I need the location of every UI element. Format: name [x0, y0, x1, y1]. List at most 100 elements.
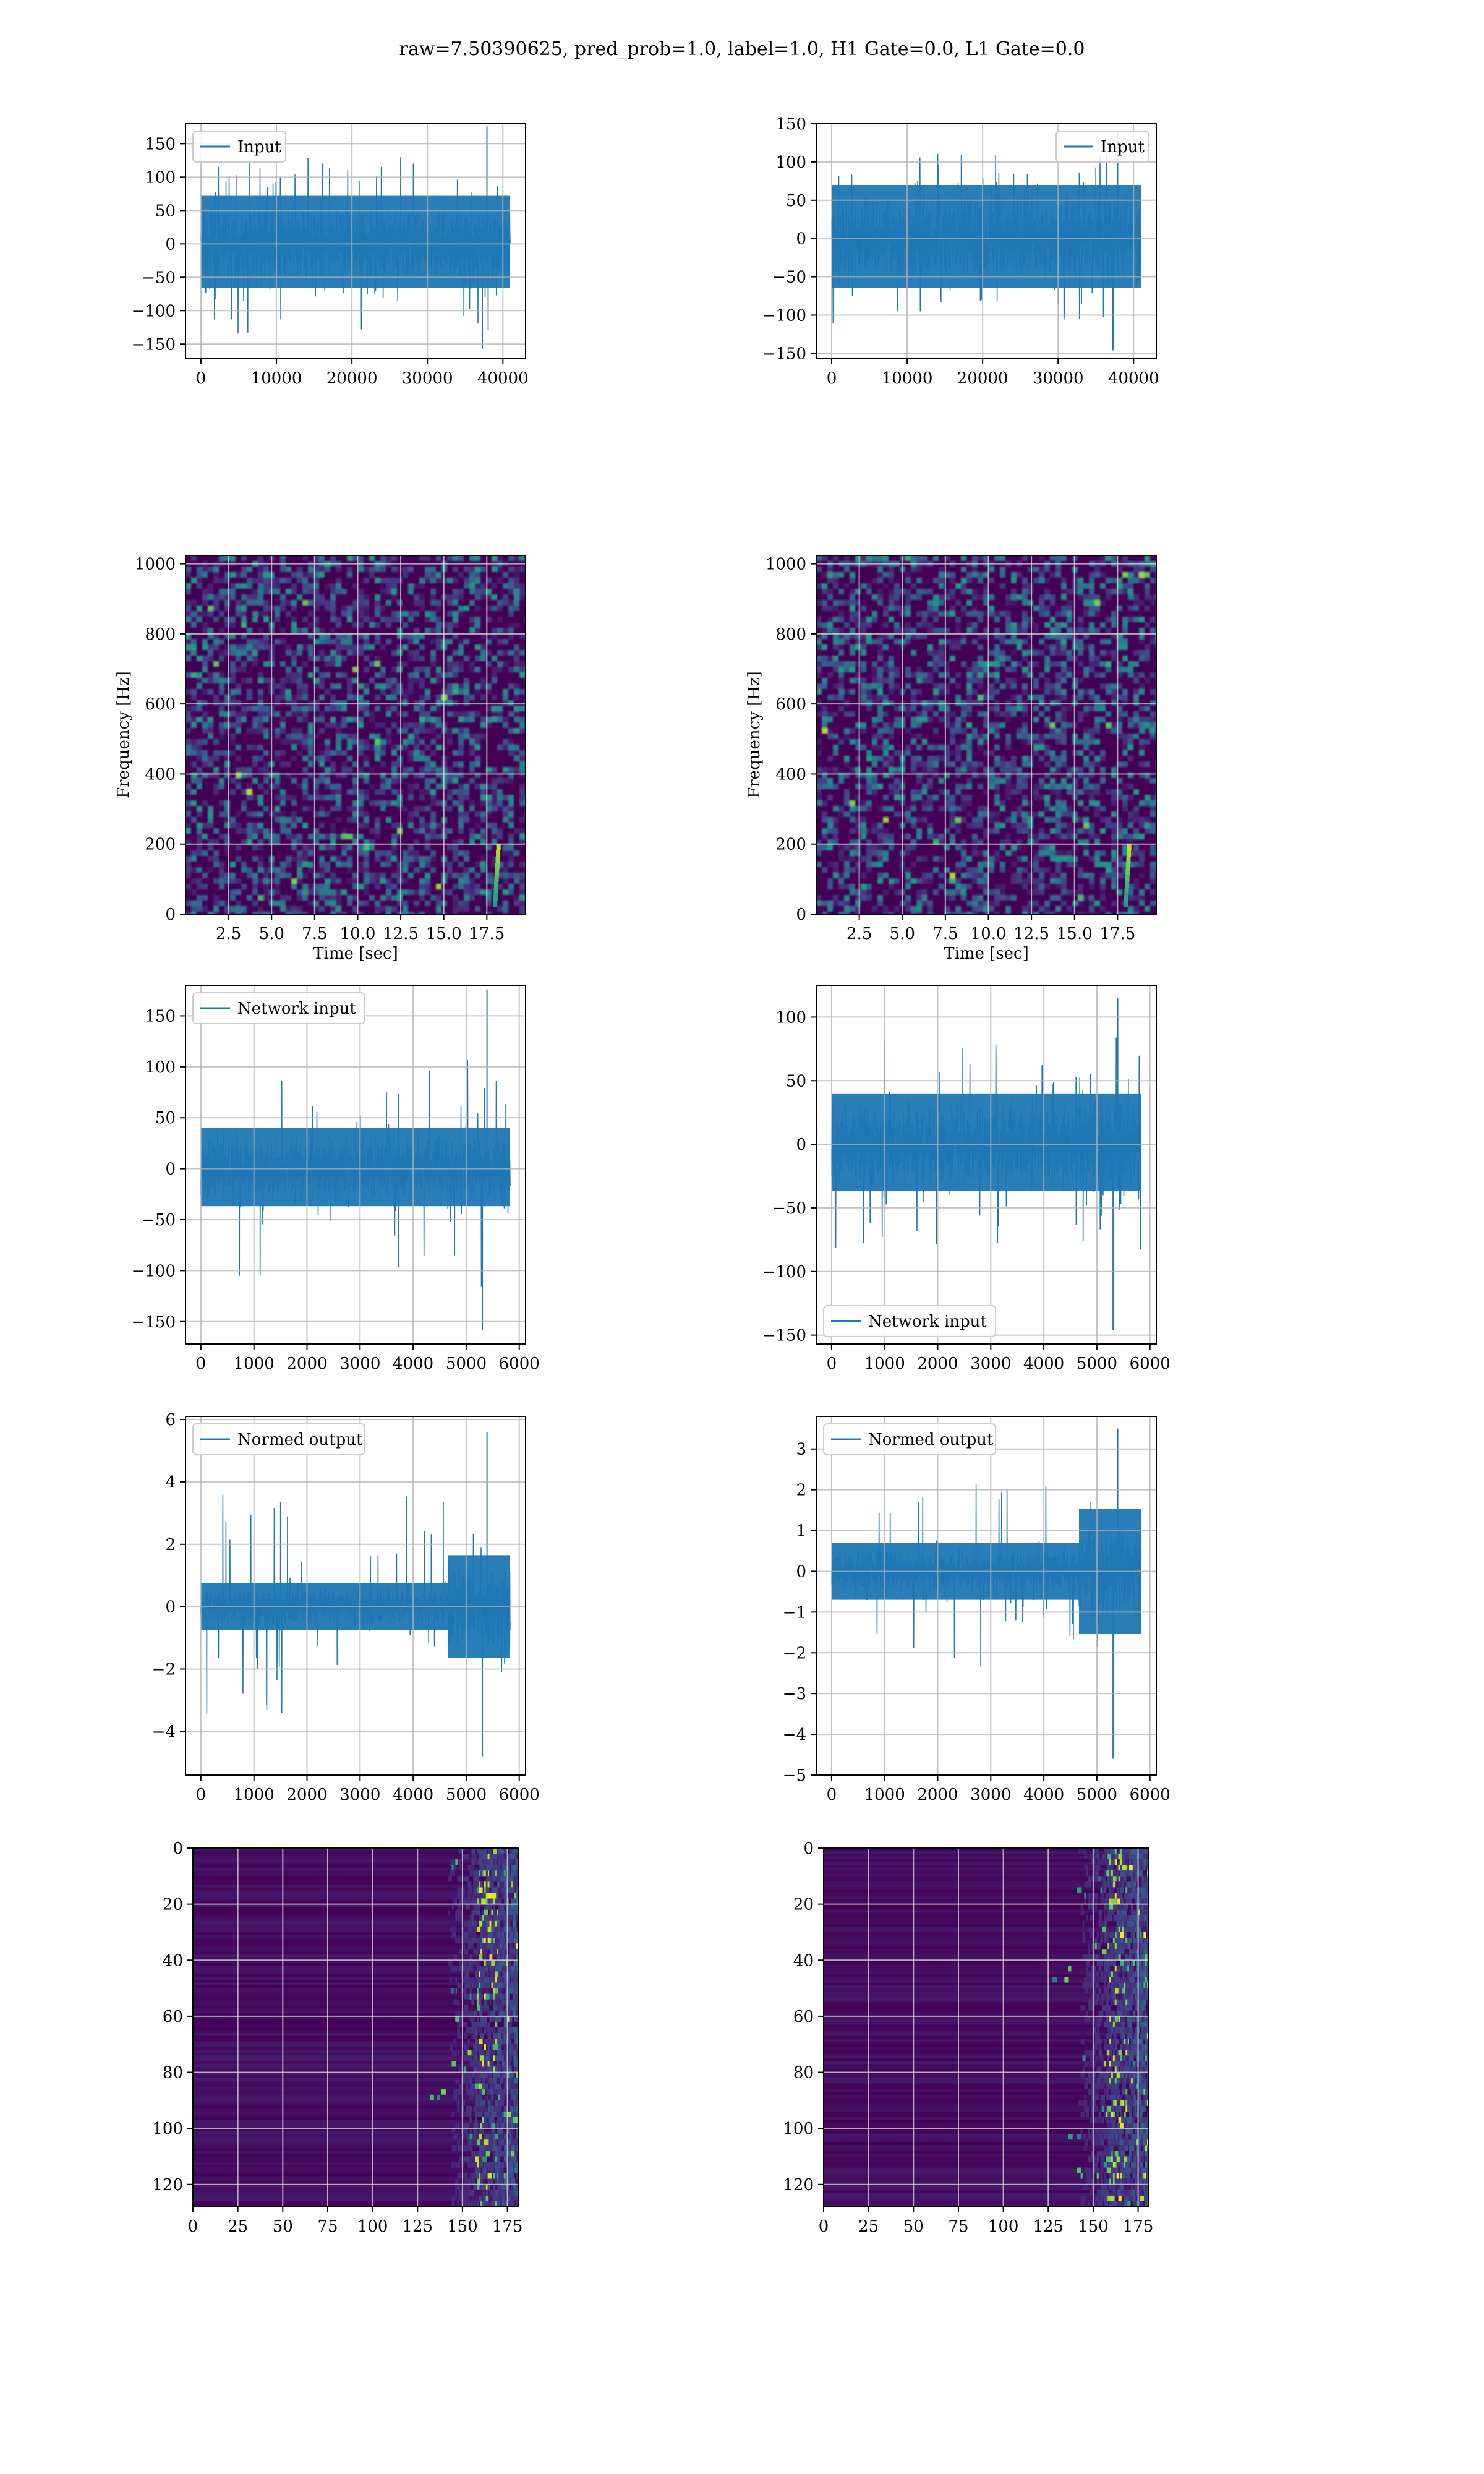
- heatmap-cell: [827, 823, 833, 828]
- heatmap-cell: [827, 862, 833, 867]
- heatmap-cell: [380, 689, 386, 695]
- heatmap-cell: [1150, 795, 1156, 800]
- heatmap-cell: [397, 889, 403, 895]
- heatmap-cell: [319, 778, 325, 784]
- heatmap-cell: [916, 878, 922, 884]
- heatmap-cell: [503, 745, 508, 750]
- heatmap-cell: [302, 583, 308, 589]
- heatmap-cell: [822, 600, 827, 606]
- heatmap-cell: [1122, 617, 1128, 622]
- heatmap-cell: [961, 739, 966, 745]
- heatmap-cell: [983, 828, 989, 834]
- heatmap-cell: [850, 689, 855, 695]
- scalogram-cell: [498, 1865, 501, 1871]
- heatmap-cell: [1133, 717, 1139, 722]
- scalogram-row: [193, 1870, 518, 1874]
- heatmap-cell: [464, 889, 469, 895]
- scalogram-row: [193, 2125, 518, 2129]
- heatmap-cell: [436, 617, 441, 622]
- heatmap-cell: [950, 739, 955, 745]
- heatmap-cell: [208, 567, 213, 572]
- heatmap-cell: [1033, 628, 1039, 633]
- heatmap-cell: [202, 622, 208, 628]
- heatmap-cell: [966, 578, 972, 583]
- heatmap-cell: [208, 817, 213, 823]
- heatmap-cell: [1033, 650, 1039, 656]
- heatmap-cell: [302, 745, 308, 750]
- heatmap-cell: [994, 722, 1000, 728]
- heatmap-cell: [866, 778, 872, 784]
- heatmap-cell: [291, 778, 297, 784]
- heatmap-cell: [480, 795, 486, 800]
- heatmap-cell: [447, 672, 453, 678]
- heatmap-cell: [955, 773, 961, 778]
- heatmap-cell: [1044, 611, 1050, 617]
- heatmap-cell: [386, 622, 391, 628]
- heatmap-cell: [905, 834, 911, 839]
- heatmap-cell: [430, 706, 436, 711]
- x-tick-label: 4000: [393, 1786, 433, 1804]
- heatmap-cell: [403, 728, 408, 734]
- heatmap-cell: [1094, 789, 1100, 795]
- heatmap-cell: [866, 895, 872, 901]
- heatmap-cell: [258, 828, 263, 834]
- scalogram-cell: [484, 1932, 489, 1938]
- heatmap-cell: [430, 600, 436, 606]
- scalogram-row: [193, 2024, 518, 2028]
- heatmap-cell: [1100, 773, 1106, 778]
- y-tick-label: 600: [145, 695, 176, 714]
- heatmap-cell: [838, 667, 844, 672]
- heatmap-cell: [458, 873, 464, 878]
- heatmap-cell: [263, 773, 269, 778]
- heatmap-cell: [430, 834, 436, 839]
- heatmap-cell: [313, 789, 319, 795]
- heatmap-cell: [286, 795, 291, 800]
- heatmap-cell: [922, 611, 927, 617]
- heatmap-cell: [325, 722, 330, 728]
- heatmap-cell: [872, 773, 877, 778]
- heatmap-cell: [202, 884, 208, 889]
- heatmap-cell: [191, 889, 197, 895]
- heatmap-cell: [458, 806, 464, 811]
- heatmap-cell: [497, 639, 503, 644]
- heatmap-cell: [464, 884, 469, 889]
- heatmap-cell: [877, 745, 883, 750]
- heatmap-cell: [458, 683, 464, 689]
- x-tick-label: 5000: [446, 1355, 487, 1373]
- heatmap-cell: [436, 784, 441, 789]
- heatmap-cell: [889, 683, 894, 689]
- scalogram-cell: [479, 1854, 482, 1860]
- y-tick-label: 0: [796, 905, 806, 924]
- heatmap-cell: [889, 606, 894, 611]
- heatmap-cell: [1044, 644, 1050, 650]
- heatmap-cell: [1150, 639, 1156, 644]
- scalogram-row: [193, 1881, 518, 1885]
- heatmap-cell: [397, 611, 403, 617]
- heatmap-cell: [425, 828, 430, 834]
- scalogram-row: [193, 2189, 518, 2193]
- heatmap-cell: [492, 795, 497, 800]
- heatmap-cell: [230, 873, 236, 878]
- heatmap-cell: [877, 839, 883, 845]
- heatmap-cell: [391, 578, 397, 583]
- heatmap-cell: [983, 878, 989, 884]
- heatmap-cell: [519, 773, 525, 778]
- heatmap-cell: [955, 683, 961, 689]
- heatmap-cell: [1089, 834, 1094, 839]
- heatmap-cell: [425, 784, 430, 789]
- heatmap-cell: [241, 661, 247, 667]
- heatmap-cell: [844, 856, 850, 862]
- heatmap-cell: [202, 750, 208, 756]
- heatmap-cell: [475, 617, 480, 622]
- heatmap-cell: [480, 856, 486, 862]
- heatmap-cell: [1139, 761, 1145, 767]
- heatmap-cell: [950, 761, 955, 767]
- scalogram-cell: [464, 1854, 469, 1860]
- heatmap-cell: [469, 767, 475, 773]
- heatmap-cell: [866, 633, 872, 639]
- heatmap-cell: [1028, 739, 1033, 745]
- heatmap-cell: [330, 873, 336, 878]
- heatmap-cell: [989, 683, 994, 689]
- heatmap-cell: [341, 845, 347, 850]
- heatmap-cell: [911, 739, 916, 745]
